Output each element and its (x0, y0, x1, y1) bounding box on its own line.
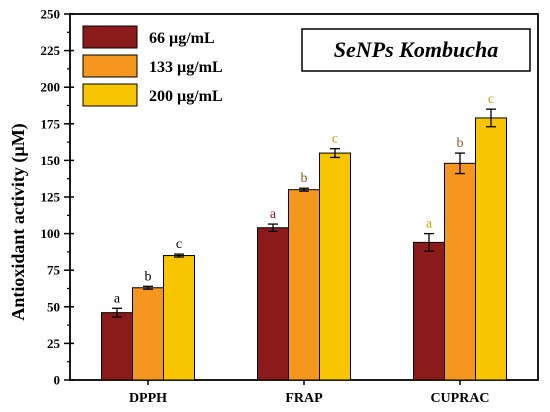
significance-label: c (176, 237, 182, 252)
y-tick-label: 75 (47, 263, 61, 278)
legend-label: 200 µg/mL (149, 88, 223, 105)
bar (132, 287, 164, 381)
y-tick-label: 225 (41, 43, 61, 58)
legend-label: 66 µg/mL (149, 30, 215, 47)
title-frame (301, 28, 531, 72)
x-tick-label: FRAP (285, 391, 323, 406)
bar (413, 241, 445, 381)
bar (101, 312, 133, 381)
y-tick-label: 125 (41, 190, 61, 205)
legend-label: 133 µg/mL (149, 59, 223, 76)
bar (319, 152, 351, 381)
significance-label: b (145, 269, 152, 284)
y-tick-label: 250 (41, 7, 61, 22)
bar (444, 162, 476, 381)
y-axis-label: Antioxidant activity (µM) (8, 123, 29, 320)
bar (257, 227, 289, 381)
y-tick-label: 25 (47, 336, 61, 351)
legend-swatch (82, 54, 138, 78)
y-tick-label: 200 (41, 80, 61, 95)
legend-swatch (82, 83, 138, 107)
bars-layer (101, 108, 507, 381)
y-tick-label: 0 (54, 373, 61, 388)
bar (163, 255, 195, 381)
y-tick-label: 100 (41, 226, 61, 241)
x-tick-label: DPPH (129, 391, 167, 406)
significance-label: a (426, 217, 433, 232)
y-tick-label: 50 (47, 299, 60, 314)
bar (288, 189, 320, 381)
title-box: SeNPs Kombucha (301, 28, 531, 72)
significance-label: b (301, 171, 308, 186)
significance-label: a (270, 207, 277, 222)
significance-label: c (332, 132, 338, 147)
significance-label: a (114, 291, 121, 306)
legend-swatch (82, 25, 138, 49)
chart-title: SeNPs Kombucha (334, 37, 498, 62)
significance-label: b (457, 136, 464, 151)
y-tick-label: 175 (41, 116, 61, 131)
significance-label: c (488, 92, 494, 107)
y-tick-label: 150 (41, 153, 61, 168)
x-tick-label: CUPRAC (430, 391, 489, 406)
labels-layer: a b c a b c a b c (114, 92, 494, 306)
bar (475, 117, 507, 381)
legend: 66 µg/mL 133 µg/mL 200 µg/mL (82, 25, 223, 107)
